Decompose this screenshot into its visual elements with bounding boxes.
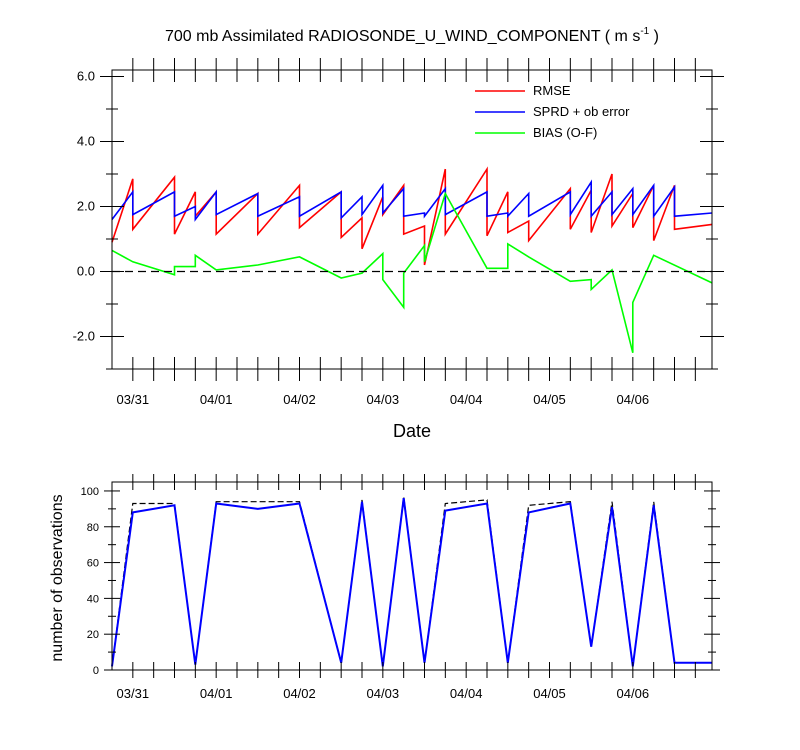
y-tick-label: 2.0 xyxy=(77,199,95,214)
x-tick-label: 04/05 xyxy=(533,392,566,407)
top-y-axis: -2.0 0.0 2.0 4.0 6.0 xyxy=(73,69,724,370)
y-tick-label: -2.0 xyxy=(73,329,95,344)
legend-label-sprd: SPRD + ob error xyxy=(533,104,630,119)
x-tick-label: 04/03 xyxy=(367,686,400,701)
y-tick-label: 100 xyxy=(81,486,99,498)
x-tick-label: 04/01 xyxy=(200,392,233,407)
x-tick-label: 04/02 xyxy=(283,686,316,701)
x-tick-label: 04/04 xyxy=(450,686,483,701)
series-line-rmse xyxy=(111,166,713,266)
series-line-sprd-ob-error xyxy=(111,179,713,222)
top-plot-frame xyxy=(111,69,713,370)
x-tick-label: 04/02 xyxy=(283,392,316,407)
series-line-assimilated-observations xyxy=(111,497,712,667)
x-tick-label: 04/05 xyxy=(533,686,566,701)
y-tick-label: 60 xyxy=(87,558,99,570)
bottom-chart: 0 20 40 60 80 100 03/31 04/01 04/02 04/03 04/04 04… xyxy=(49,474,720,701)
legend-label-rmse: RMSE xyxy=(533,83,571,98)
chart-title-main: 700 mb Assimilated RADIOSONDE_U_WIND_COM… xyxy=(165,28,640,45)
y-axis-title: number of observations xyxy=(49,494,66,661)
y-tick-label: 6.0 xyxy=(77,69,95,84)
y-tick-label: 4.0 xyxy=(77,134,95,149)
y-tick-label: 0 xyxy=(93,665,99,677)
x-tick-label: 04/06 xyxy=(617,686,650,701)
bottom-x-axis: 03/31 04/01 04/02 04/03 04/04 04/05 04/06 xyxy=(117,474,696,701)
y-tick-label: 40 xyxy=(87,593,99,605)
y-tick-label: 20 xyxy=(87,629,99,641)
chart-title-superscript: -1 xyxy=(640,26,649,37)
bottom-plot-frame xyxy=(111,481,713,671)
x-tick-label: 04/06 xyxy=(617,392,650,407)
chart-title-end: ) xyxy=(649,28,659,45)
top-x-axis: 03/31 04/01 04/02 04/03 04/04 04/05 04/06 xyxy=(117,58,696,407)
bottom-series-group xyxy=(111,496,712,667)
y-tick-label: 0.0 xyxy=(77,264,95,279)
series-line-bias-o-f xyxy=(111,191,713,353)
top-series-group xyxy=(111,166,713,353)
top-chart: 700 mb Assimilated RADIOSONDE_U_WIND_COM… xyxy=(73,26,724,441)
y-tick-label: 80 xyxy=(87,522,99,534)
x-tick-label: 04/03 xyxy=(367,392,400,407)
legend-label-bias: BIAS (O-F) xyxy=(533,125,597,140)
bottom-y-axis: 0 20 40 60 80 100 xyxy=(81,486,720,677)
x-tick-label: 03/31 xyxy=(117,392,150,407)
x-tick-label: 04/01 xyxy=(200,686,233,701)
legend: RMSE SPRD + ob error BIAS (O-F) xyxy=(475,83,630,140)
x-tick-label: 03/31 xyxy=(117,686,150,701)
x-tick-label: 04/04 xyxy=(450,392,483,407)
chart-title: 700 mb Assimilated RADIOSONDE_U_WIND_COM… xyxy=(165,26,659,45)
x-axis-title: Date xyxy=(393,421,431,441)
